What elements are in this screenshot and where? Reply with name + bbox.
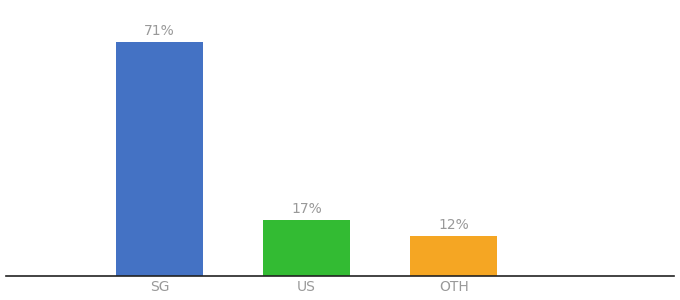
Bar — [263, 220, 350, 276]
Text: 71%: 71% — [144, 24, 175, 38]
Bar — [116, 42, 203, 276]
Text: 17%: 17% — [291, 202, 322, 216]
Text: 12%: 12% — [439, 218, 469, 232]
Bar — [410, 236, 497, 276]
